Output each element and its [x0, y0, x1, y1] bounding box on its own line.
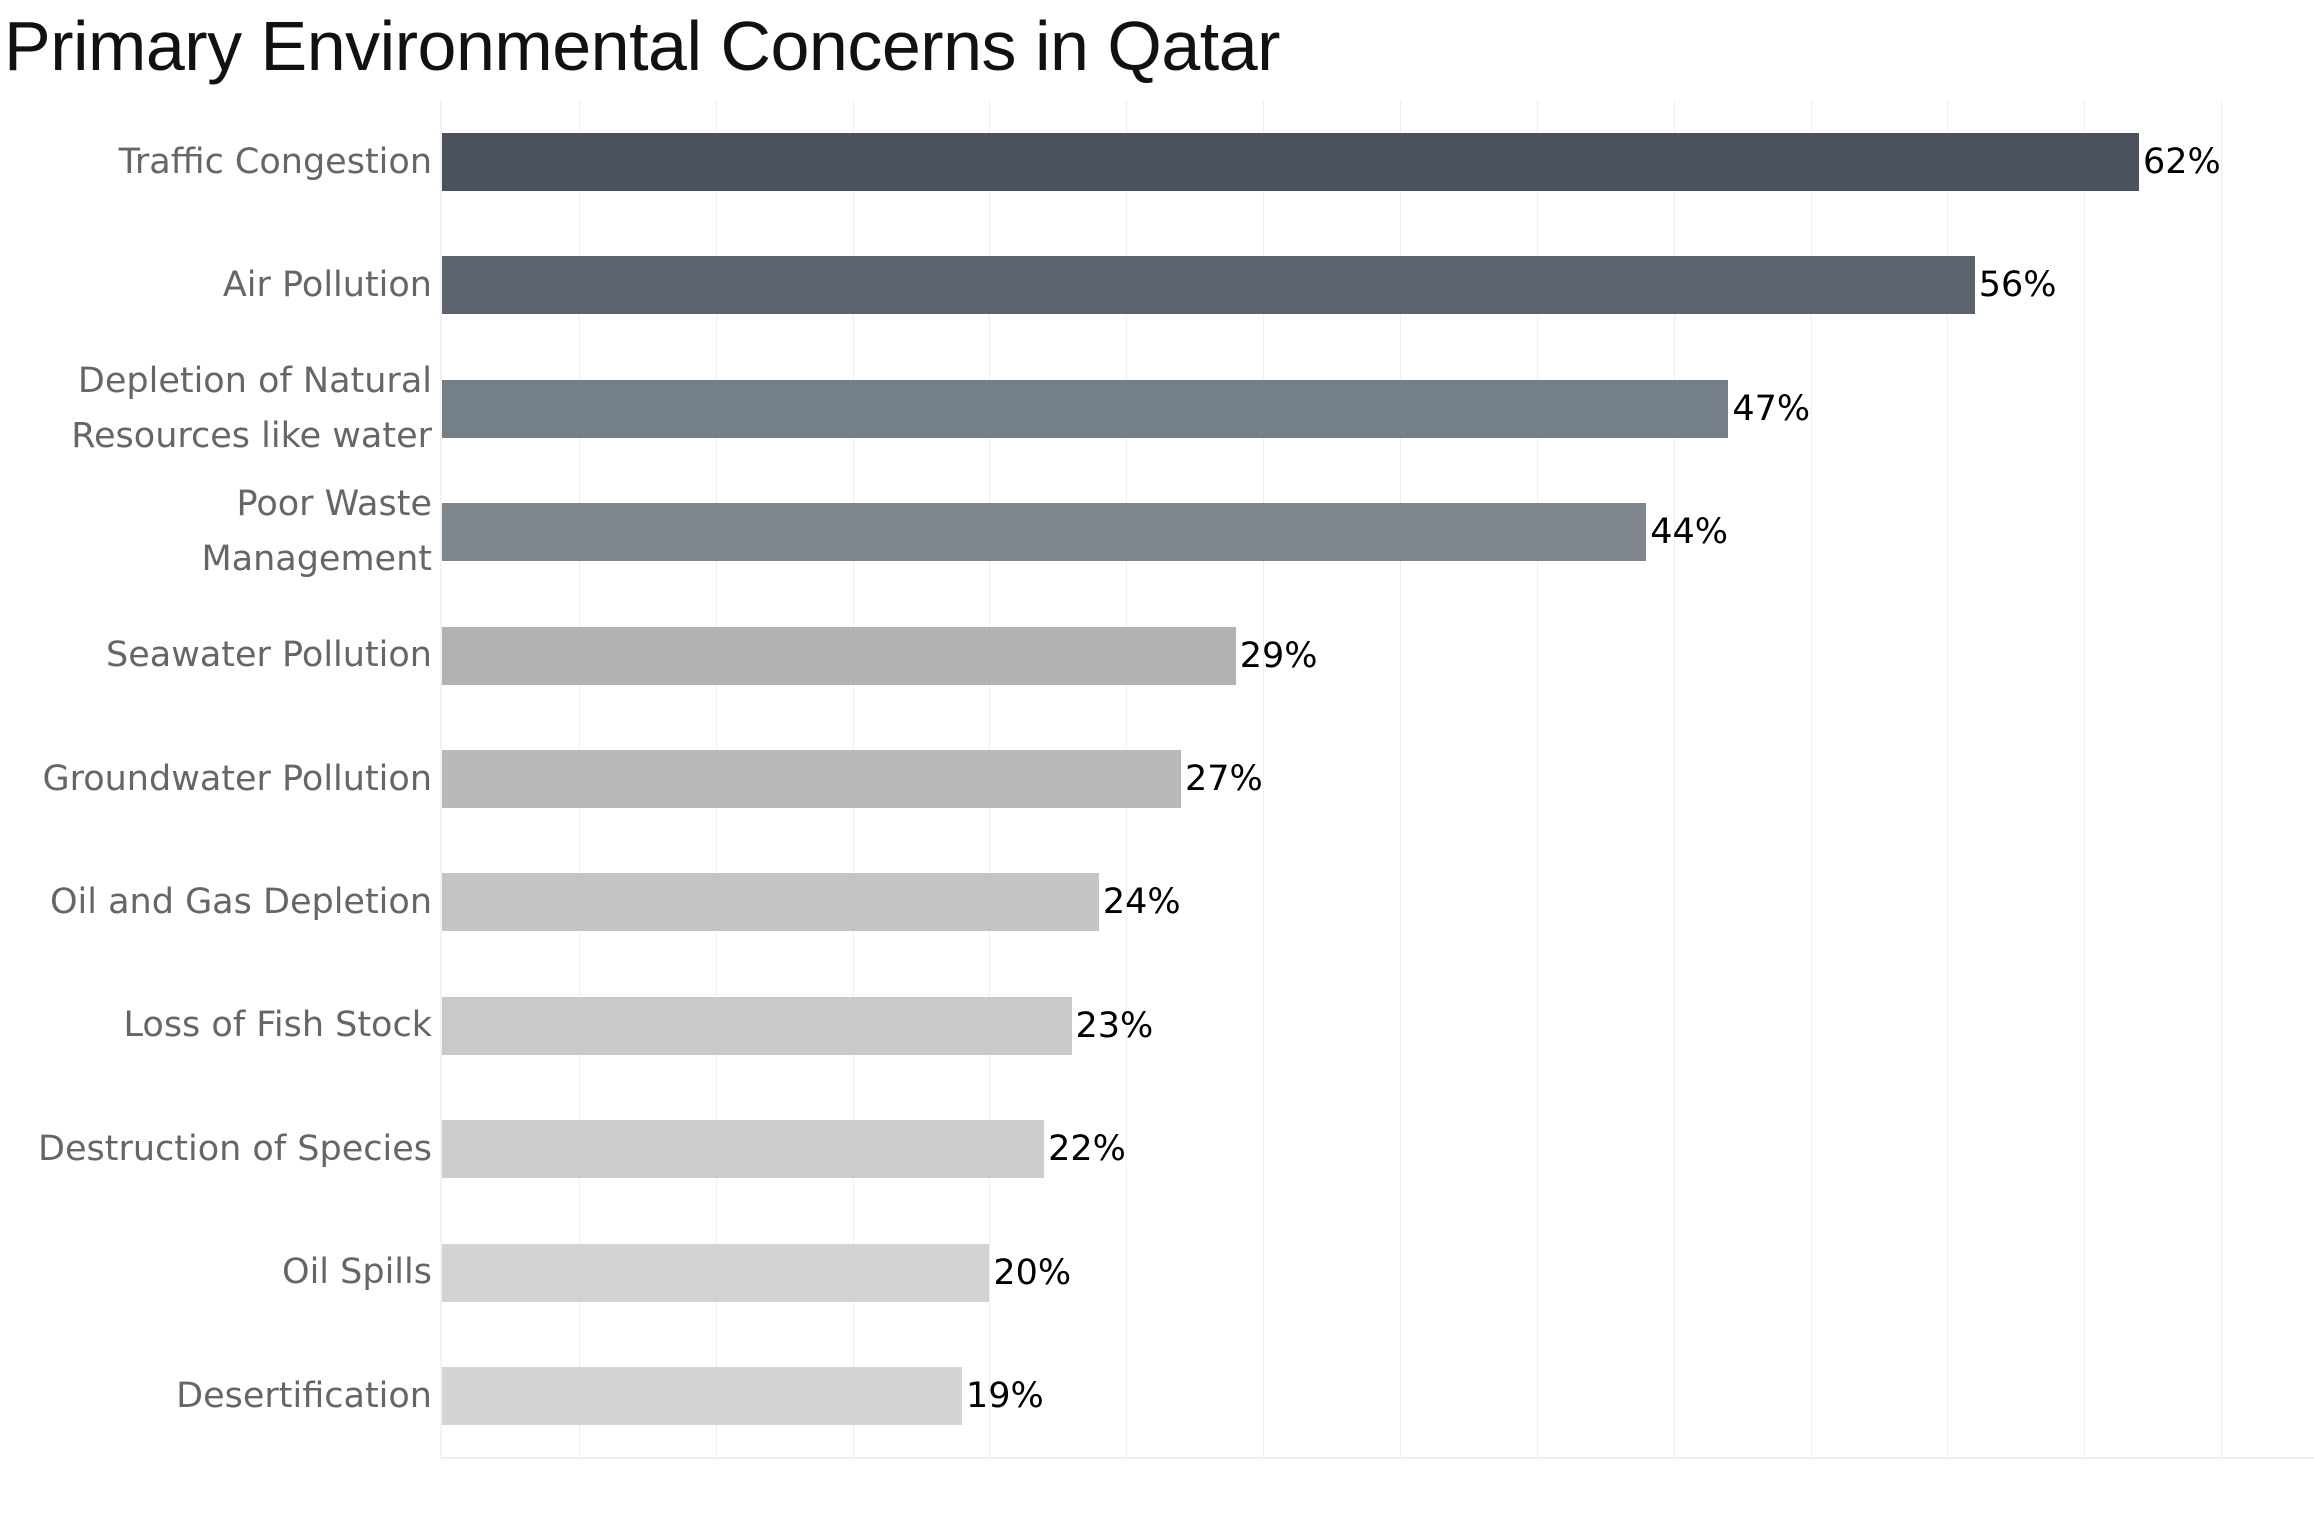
- bar-row: 23%: [442, 996, 2314, 1055]
- bar-row: 29%: [442, 626, 2314, 685]
- category-label: Depletion of Natural Resources like wate…: [71, 360, 432, 456]
- plot-area: 62% 56% 47% 44% 29% 27% 24% 23% 22% 20% 19%: [440, 100, 2314, 1459]
- bar[interactable]: [442, 1367, 963, 1425]
- category-label: Traffic Congestion: [118, 141, 432, 182]
- value-label: 19%: [966, 1376, 1044, 1416]
- value-label: 24%: [1102, 882, 1181, 923]
- bar[interactable]: [442, 256, 1975, 315]
- value-label: 29%: [1239, 635, 1318, 676]
- gridline: [2221, 100, 2223, 1457]
- category-label: Poor Waste Management: [201, 484, 432, 580]
- value-label: 44%: [1650, 512, 1729, 553]
- bar-row: 22%: [442, 1120, 2314, 1179]
- bar[interactable]: [442, 626, 1236, 685]
- category-label: Desertification: [176, 1375, 432, 1416]
- bar[interactable]: [442, 996, 1072, 1055]
- bar-row: 62%: [442, 133, 2314, 191]
- gridline: [1810, 100, 1812, 1457]
- value-label: 56%: [1978, 265, 2057, 306]
- category-label: Destruction of Species: [38, 1128, 432, 1169]
- value-label: 27%: [1184, 759, 1263, 799]
- bar-row: 20%: [442, 1243, 2314, 1302]
- bar[interactable]: [442, 133, 2139, 191]
- bar-row: 27%: [442, 750, 2314, 808]
- gridline: [1399, 100, 1401, 1457]
- bar-row: 44%: [442, 503, 2314, 562]
- bar-row: 19%: [442, 1367, 2314, 1425]
- category-label: Oil Spills: [282, 1252, 432, 1293]
- gridline: [1263, 100, 1265, 1457]
- value-label: 23%: [1075, 1005, 1154, 1046]
- bar[interactable]: [442, 873, 1099, 932]
- bar[interactable]: [442, 503, 1647, 562]
- category-label: Groundwater Pollution: [42, 758, 432, 799]
- bar-row: 47%: [442, 379, 2314, 438]
- value-label: 47%: [1732, 388, 1811, 429]
- value-label: 62%: [2142, 142, 2221, 182]
- bar[interactable]: [442, 1120, 1045, 1179]
- bar-row: 24%: [442, 873, 2314, 932]
- gridline: [2084, 100, 2086, 1457]
- category-label: Seawater Pollution: [106, 635, 432, 676]
- category-label: Air Pollution: [222, 264, 432, 305]
- value-label: 20%: [993, 1252, 1072, 1293]
- value-label: 22%: [1048, 1129, 1126, 1170]
- bar[interactable]: [442, 379, 1729, 438]
- bar[interactable]: [442, 1243, 990, 1302]
- chart-title: Primary Environmental Concerns in Qatar: [4, 7, 1280, 85]
- gridline: [1947, 100, 1949, 1457]
- category-label: Oil and Gas Depletion: [49, 881, 432, 922]
- gridline: [1673, 100, 1675, 1457]
- bar[interactable]: [442, 750, 1181, 808]
- bar-row: 56%: [442, 256, 2314, 315]
- category-label: Loss of Fish Stock: [123, 1005, 432, 1046]
- gridline: [1536, 100, 1538, 1457]
